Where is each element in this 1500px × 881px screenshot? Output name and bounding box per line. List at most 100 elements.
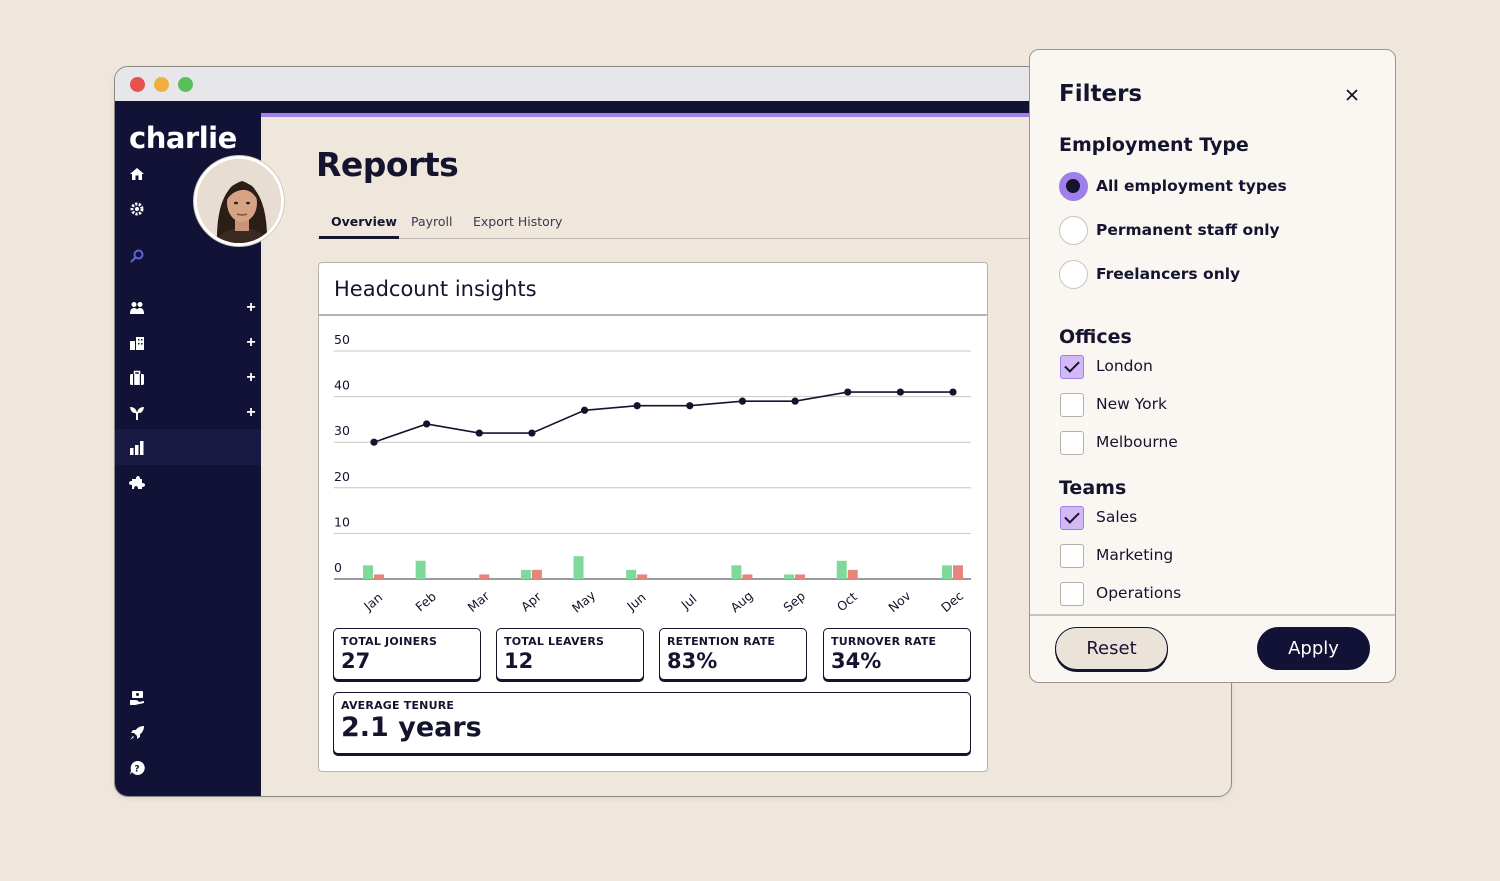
checkbox-label: Marketing: [1096, 546, 1174, 564]
y-tick-label: 20: [334, 469, 350, 484]
puzzle-icon[interactable]: [129, 475, 145, 491]
tab-payroll[interactable]: Payroll: [411, 214, 453, 229]
data-point: [370, 438, 378, 446]
plant-icon[interactable]: [129, 405, 145, 421]
checkbox-label: Operations: [1096, 584, 1182, 602]
radio-all-employment-types[interactable]: [1059, 172, 1088, 201]
bar: [942, 565, 952, 579]
data-point: [896, 388, 904, 396]
checkbox-melbourne[interactable]: [1060, 431, 1084, 455]
x-tick-label: Nov: [885, 588, 914, 615]
bar: [637, 574, 648, 579]
data-point: [686, 402, 694, 410]
close-filters-button[interactable]: [1341, 84, 1363, 106]
radio-freelancers[interactable]: [1059, 260, 1088, 289]
top-band: [261, 101, 1231, 115]
avatar[interactable]: [194, 156, 284, 246]
card-divider: [319, 314, 987, 316]
bar: [953, 565, 963, 579]
stat-turnover-rate: TURNOVER RATE 34%: [823, 628, 971, 680]
charlie-logo[interactable]: charlie: [129, 121, 237, 155]
series-line: [373, 391, 953, 443]
employment-type-title: Employment Type: [1059, 134, 1249, 156]
apply-button[interactable]: Apply: [1257, 627, 1370, 670]
bar-chart-icon[interactable]: [129, 440, 145, 456]
tab-overview[interactable]: Overview: [331, 214, 397, 229]
bar: [847, 569, 858, 579]
accent-line: [261, 113, 1231, 117]
radio-label: Freelancers only: [1096, 265, 1241, 283]
y-tick-label: 40: [334, 378, 350, 393]
people-icon[interactable]: [129, 300, 145, 316]
minimize-window-button[interactable]: [154, 77, 169, 92]
data-point: [423, 420, 431, 428]
x-tick-label: Jan: [360, 590, 385, 615]
stat-label: TOTAL LEAVERS: [504, 635, 605, 648]
filters-panel: Filters Employment Type All employment t…: [1029, 49, 1396, 683]
x-tick-label: Mar: [465, 588, 493, 615]
data-point: [844, 388, 852, 396]
add-job-button[interactable]: +: [246, 369, 256, 386]
stat-value: 2.1 years: [341, 712, 482, 743]
x-tick-label: Aug: [727, 588, 755, 615]
data-point: [528, 429, 536, 437]
stat-value: 34%: [831, 649, 882, 673]
tab-export-history[interactable]: Export History: [473, 214, 563, 229]
close-window-button[interactable]: [130, 77, 145, 92]
data-point: [738, 397, 747, 405]
money-hand-icon[interactable]: [129, 690, 145, 706]
data-point: [475, 429, 483, 437]
bar: [374, 574, 384, 579]
active-tab-underline: [319, 236, 399, 239]
radio-permanent-staff[interactable]: [1059, 216, 1088, 245]
checkbox-marketing[interactable]: [1060, 544, 1084, 568]
checkbox-operations[interactable]: [1060, 582, 1084, 606]
teams-title: Teams: [1059, 477, 1127, 499]
reset-button[interactable]: Reset: [1055, 627, 1168, 670]
y-tick-label: 0: [334, 560, 342, 575]
y-tick-label: 30: [334, 423, 350, 438]
bar: [626, 569, 637, 579]
bar: [731, 565, 742, 579]
y-tick-label: 10: [334, 514, 350, 529]
stat-retention-rate: RETENTION RATE 83%: [659, 628, 807, 680]
filters-footer-divider: [1030, 614, 1395, 616]
search-icon[interactable]: [129, 248, 145, 264]
briefcase-icon[interactable]: [129, 370, 145, 386]
stat-label: TURNOVER RATE: [831, 635, 937, 648]
help-icon[interactable]: ?: [129, 760, 145, 776]
headcount-chart: 0 10 20 30 40 50 Jan Feb Mar Apr May Jun Jul Aug Sep Oc…: [334, 332, 971, 615]
checkbox-london[interactable]: [1060, 355, 1084, 379]
bar: [784, 574, 795, 579]
rocket-icon[interactable]: [129, 725, 145, 741]
x-tick-label: Jul: [678, 591, 700, 613]
data-point: [580, 406, 589, 414]
bar: [363, 565, 373, 579]
bar: [742, 574, 753, 579]
stat-label: RETENTION RATE: [667, 635, 776, 648]
bar: [415, 560, 426, 579]
checkbox-new-york[interactable]: [1060, 393, 1084, 417]
buildings-icon[interactable]: [129, 335, 145, 351]
radio-label: Permanent staff only: [1096, 221, 1280, 239]
home-icon[interactable]: [129, 166, 145, 182]
stat-value: 27: [341, 649, 371, 673]
checkbox-label: Sales: [1096, 508, 1138, 526]
stat-total-joiners: TOTAL JOINERS 27: [333, 628, 481, 680]
tab-bar: Overview Payroll Export History: [318, 212, 1231, 239]
sidebar-active-highlight: [115, 429, 261, 465]
checkbox-label: New York: [1096, 395, 1167, 413]
bar: [573, 556, 584, 579]
add-growth-button[interactable]: +: [246, 404, 256, 421]
x-tick-label: May: [569, 587, 599, 615]
maximize-window-button[interactable]: [178, 77, 193, 92]
stat-label: TOTAL JOINERS: [341, 635, 438, 648]
filters-title: Filters: [1059, 81, 1143, 107]
checkbox-sales[interactable]: [1060, 506, 1084, 530]
add-people-button[interactable]: +: [246, 299, 256, 316]
gear-icon[interactable]: [129, 201, 145, 217]
add-office-button[interactable]: +: [246, 334, 256, 351]
headcount-card: Headcount insights 0 10 20 30 40 50 Jan Feb Mar A…: [318, 262, 988, 772]
card-title: Headcount insights: [334, 277, 537, 301]
radio-label: All employment types: [1096, 177, 1287, 195]
